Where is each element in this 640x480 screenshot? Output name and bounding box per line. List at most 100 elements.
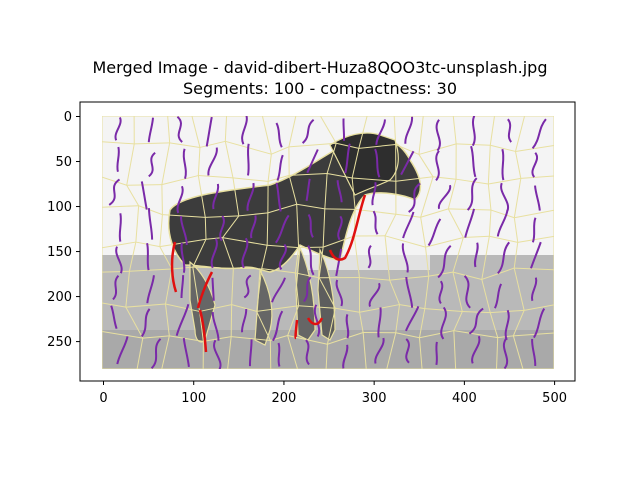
segment-edge [203,336,232,342]
flow-line [275,182,282,212]
flow-line [497,241,511,275]
segment-edge [129,268,172,272]
flow-line [182,148,187,179]
flow-line [502,337,509,369]
segment-edge [227,336,232,369]
segment-edge [389,275,429,281]
segment-edge [224,141,234,178]
segment-edge [325,344,328,369]
segment-edge [224,116,228,142]
segment-edge [327,173,353,179]
flow-line [401,243,409,273]
segment-edge [161,142,171,185]
flow-line [271,277,286,303]
segment-edge [161,184,163,215]
segment-edge [488,177,521,185]
segment-edge [358,144,396,149]
horse-neck-region [329,132,399,196]
segment-edge [453,311,463,331]
segment-edge [134,142,170,145]
segment-edge [126,184,140,206]
segment-edge [135,205,140,243]
segment-edge [327,332,364,345]
segment-edge [359,304,400,313]
segment-edge [524,304,554,311]
segment-edge [102,330,143,339]
segment-edge [386,332,397,369]
flow-line [180,275,185,298]
segment-edge [261,245,268,269]
flow-line [368,282,381,307]
segment-edge [395,144,420,155]
segment-edge [298,246,324,249]
segment-edge [102,141,135,145]
flow-line [210,238,218,269]
segment-edge [513,217,519,243]
flow-line [404,116,413,144]
flow-line [375,119,386,145]
segment-edge [420,217,427,248]
flow-line [470,145,477,178]
segment-edge [231,304,257,312]
segment-edge [294,272,300,306]
segment-edge [159,246,173,270]
segment-edge [389,279,400,305]
segment-edge [489,116,495,146]
flow-line [342,344,349,369]
segment-edge [287,335,328,345]
segment-edge [384,235,426,248]
flow-line [335,279,343,307]
horse-leg-back-right [317,247,336,341]
segment-edge [171,266,193,270]
x-tick-label: 400 [452,391,477,406]
segment-edge [420,208,449,218]
x-tick-label: 100 [181,391,206,406]
flow-line [437,245,452,279]
segment-edge [169,142,201,148]
segment-edge [256,268,263,312]
segment-edge [512,335,524,369]
flow-line [463,275,471,309]
x-tick-label: 200 [272,391,297,406]
segment-edge [353,235,360,278]
flow-line [435,119,441,152]
y-tick-label: 200 [47,290,72,305]
flow-line [435,341,438,366]
flow-line [408,182,421,213]
segment-edge [452,271,482,280]
segment-edge [267,154,272,182]
segment-edge [232,177,240,216]
segment-edge [393,116,397,145]
segment-edge [288,116,297,147]
highlight-line [294,319,299,340]
flow-line [405,338,410,364]
segment-edge [288,142,337,148]
segment-edge [222,237,234,269]
segment-edge [514,267,554,271]
flow-line [531,118,547,149]
segment-edge [418,308,426,338]
segment-edge [512,310,525,337]
flow-line [276,154,284,181]
segment-edge [287,305,300,336]
segment-edge [192,266,234,269]
segment-edge [169,335,204,342]
highlight-line [198,309,208,353]
highlight-line [306,317,324,326]
segment-edge [164,303,170,336]
segment-edge [222,215,240,238]
flow-line [367,245,372,269]
segment-edge [161,175,199,186]
flow-line [342,118,346,141]
segment-edge [161,335,170,369]
segment-edge [319,116,337,144]
segment-edge [424,308,463,313]
y-tick-label: 0 [64,110,72,125]
flow-line [305,339,310,366]
segment-edge [490,144,516,152]
segment-edge [326,308,336,345]
segment-edge [514,116,526,152]
segment-edge [447,208,464,238]
segment-edge [322,208,326,248]
